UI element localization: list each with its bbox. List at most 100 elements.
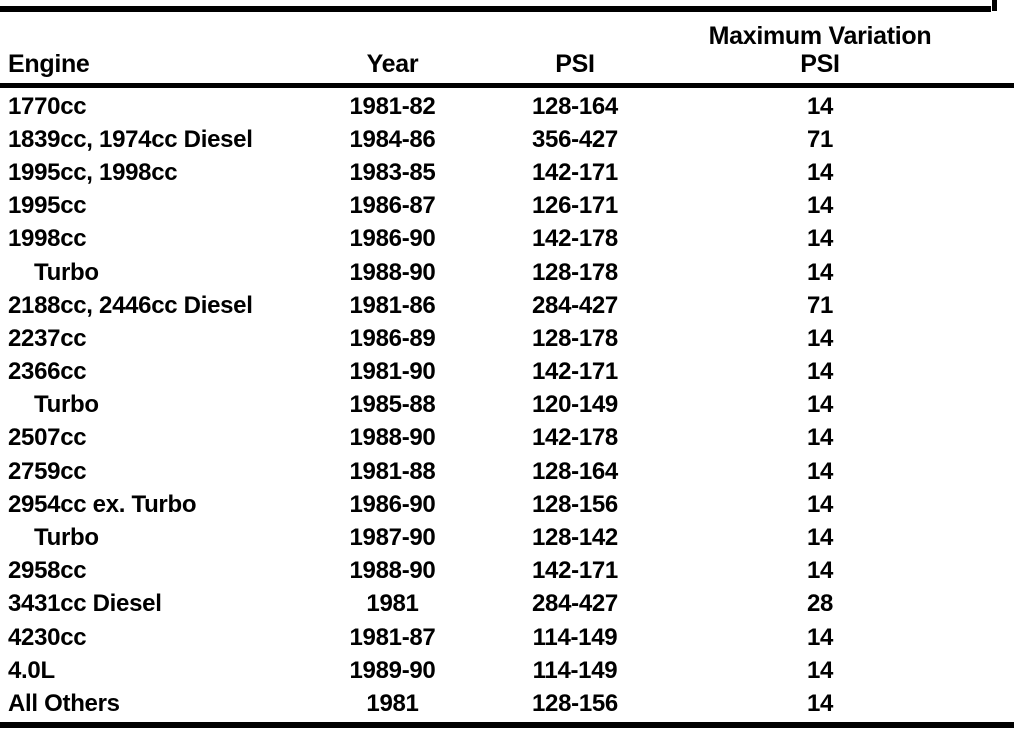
year-cell: 1986-90 bbox=[349, 490, 436, 518]
table-row: Turbo 1985-88 120-149 14 bbox=[0, 389, 1024, 422]
psi-cell: 128-156 bbox=[532, 689, 618, 717]
engine-cell: 4230cc bbox=[8, 623, 87, 651]
psi-cell: 284-427 bbox=[532, 590, 618, 618]
year-cell: 1981-88 bbox=[349, 457, 436, 485]
table-row: 1995cc 1986-87 126-171 14 bbox=[0, 190, 1024, 223]
psi-cell: 128-156 bbox=[532, 490, 618, 518]
year-cell: 1985-88 bbox=[349, 391, 436, 419]
psi-column-header: PSI bbox=[555, 49, 595, 78]
engine-column-header: Engine bbox=[8, 49, 90, 78]
year-cell: 1981-82 bbox=[349, 92, 436, 120]
table-row: 1995cc, 1998cc 1983-85 142-171 14 bbox=[0, 156, 1024, 189]
psi-cell: 356-427 bbox=[532, 125, 618, 153]
year-cell: 1981 bbox=[366, 689, 419, 717]
max-variation-cell: 14 bbox=[806, 524, 834, 552]
year-cell: 1986-89 bbox=[349, 324, 436, 352]
top-rule bbox=[0, 6, 991, 12]
table-row: 2759cc 1981-88 128-164 14 bbox=[0, 455, 1024, 488]
max-variation-cell: 14 bbox=[806, 92, 834, 120]
max-variation-cell: 14 bbox=[806, 358, 834, 386]
year-cell: 1981-86 bbox=[349, 291, 436, 319]
psi-cell: 128-178 bbox=[532, 258, 618, 286]
engine-cell: 1770cc bbox=[8, 92, 87, 120]
table-row: All Others 1981 128-156 14 bbox=[0, 687, 1024, 720]
psi-cell: 114-149 bbox=[532, 656, 618, 684]
table-row: 2958cc 1988-90 142-171 14 bbox=[0, 555, 1024, 588]
table-row: 2507cc 1988-90 142-178 14 bbox=[0, 422, 1024, 455]
psi-cell: 128-178 bbox=[532, 324, 618, 352]
year-cell: 1981 bbox=[366, 590, 419, 618]
table-body: 1770cc 1981-82 128-164 14 1839cc, 1974cc… bbox=[0, 90, 1024, 721]
engine-cell: 2954cc ex. Turbo bbox=[8, 490, 197, 518]
max-variation-cell: 14 bbox=[806, 557, 834, 585]
table-row: Turbo 1987-90 128-142 14 bbox=[0, 521, 1024, 554]
table-row: 4230cc 1981-87 114-149 14 bbox=[0, 621, 1024, 654]
year-cell: 1987-90 bbox=[349, 524, 436, 552]
psi-cell: 120-149 bbox=[532, 391, 618, 419]
bottom-rule bbox=[0, 722, 1014, 728]
engine-cell: 1998cc bbox=[8, 225, 87, 253]
max-variation-column-header: Maximum Variation PSI bbox=[695, 22, 945, 80]
year-cell: 1981-90 bbox=[349, 358, 436, 386]
max-variation-cell: 14 bbox=[806, 689, 834, 717]
engine-cell: 2188cc, 2446cc Diesel bbox=[8, 291, 253, 319]
table-row: 4.0L 1989-90 114-149 14 bbox=[0, 654, 1024, 687]
table-row: Turbo 1988-90 128-178 14 bbox=[0, 256, 1024, 289]
engine-cell: 1995cc, 1998cc bbox=[8, 158, 178, 186]
max-variation-cell: 14 bbox=[806, 258, 834, 286]
psi-cell: 142-171 bbox=[532, 158, 618, 186]
psi-cell: 128-164 bbox=[532, 92, 618, 120]
engine-cell: 4.0L bbox=[8, 656, 55, 684]
year-cell: 1988-90 bbox=[349, 557, 436, 585]
year-cell: 1989-90 bbox=[349, 656, 436, 684]
table-row: 2237cc 1986-89 128-178 14 bbox=[0, 322, 1024, 355]
engine-cell: 2366cc bbox=[8, 358, 87, 386]
max-variation-header-line2: PSI bbox=[800, 49, 840, 78]
max-variation-cell: 14 bbox=[806, 490, 834, 518]
max-variation-header-line1: Maximum Variation bbox=[708, 22, 932, 50]
table-row: 1998cc 1986-90 142-178 14 bbox=[0, 223, 1024, 256]
engine-cell: 1839cc, 1974cc Diesel bbox=[8, 125, 253, 153]
psi-cell: 284-427 bbox=[532, 291, 618, 319]
table-header-row: Engine Year PSI Maximum Variation PSI bbox=[0, 12, 1024, 80]
table-row: 2954cc ex. Turbo 1986-90 128-156 14 bbox=[0, 488, 1024, 521]
psi-cell: 114-149 bbox=[532, 623, 618, 651]
max-variation-cell: 14 bbox=[806, 192, 834, 220]
engine-cell: Turbo bbox=[34, 391, 99, 419]
table-row: 1839cc, 1974cc Diesel 1984-86 356-427 71 bbox=[0, 123, 1024, 156]
engine-cell: 2759cc bbox=[8, 457, 87, 485]
psi-cell: 126-171 bbox=[532, 192, 618, 220]
table-row: 3431cc Diesel 1981 284-427 28 bbox=[0, 588, 1024, 621]
engine-cell: 2507cc bbox=[8, 424, 87, 452]
year-cell: 1988-90 bbox=[349, 258, 436, 286]
year-cell: 1986-90 bbox=[349, 225, 436, 253]
engine-cell: All Others bbox=[8, 689, 120, 717]
table-row: 2188cc, 2446cc Diesel 1981-86 284-427 71 bbox=[0, 289, 1024, 322]
max-variation-cell: 14 bbox=[806, 158, 834, 186]
engine-cell: 2237cc bbox=[8, 324, 87, 352]
max-variation-cell: 14 bbox=[806, 457, 834, 485]
max-variation-cell: 14 bbox=[806, 424, 834, 452]
max-variation-cell: 14 bbox=[806, 656, 834, 684]
max-variation-cell: 14 bbox=[806, 324, 834, 352]
engine-cell: 1995cc bbox=[8, 192, 87, 220]
header-underline-rule bbox=[0, 83, 1014, 88]
max-variation-cell: 71 bbox=[806, 125, 834, 153]
year-cell: 1988-90 bbox=[349, 424, 436, 452]
max-variation-cell: 14 bbox=[806, 391, 834, 419]
max-variation-cell: 14 bbox=[806, 623, 834, 651]
psi-cell: 128-164 bbox=[532, 457, 618, 485]
max-variation-cell: 14 bbox=[806, 225, 834, 253]
year-cell: 1983-85 bbox=[349, 158, 436, 186]
table-row: 2366cc 1981-90 142-171 14 bbox=[0, 356, 1024, 389]
psi-cell: 142-171 bbox=[532, 358, 618, 386]
max-variation-cell: 28 bbox=[806, 590, 834, 618]
corner-tick-mark bbox=[992, 0, 997, 11]
year-column-header: Year bbox=[366, 49, 419, 78]
max-variation-cell: 71 bbox=[806, 291, 834, 319]
year-cell: 1981-87 bbox=[349, 623, 436, 651]
psi-cell: 128-142 bbox=[532, 524, 618, 552]
engine-cell: Turbo bbox=[34, 258, 99, 286]
engine-cell: 2958cc bbox=[8, 557, 87, 585]
